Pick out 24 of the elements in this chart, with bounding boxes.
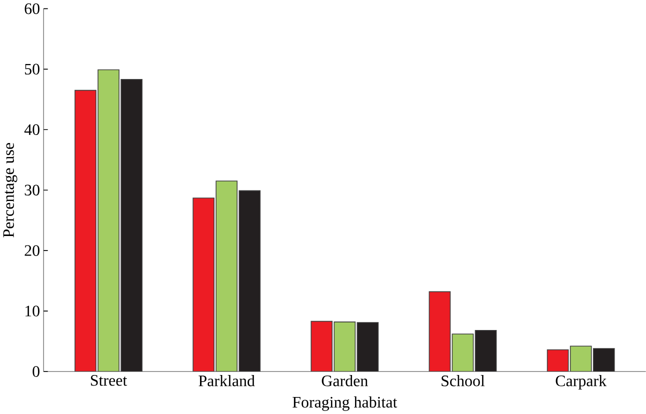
bar (238, 190, 261, 372)
y-tick-label: 0 (32, 366, 40, 377)
y-tick-label: 40 (24, 124, 40, 135)
x-tick-label: School (442, 374, 485, 386)
bar (120, 78, 142, 372)
y-tick-label: 50 (25, 64, 40, 74)
x-tick-label: Garden (322, 374, 368, 386)
bar (592, 348, 615, 372)
y-tick-label: 60 (24, 3, 40, 14)
bar (310, 320, 333, 372)
y-tick-label: 20 (24, 245, 40, 256)
y-tick-label: 10 (25, 306, 40, 316)
bar (74, 90, 96, 372)
bar (428, 291, 451, 372)
bar (546, 349, 569, 372)
bar (356, 322, 379, 372)
x-tick-label: Street (90, 374, 128, 386)
x-axis-title: Foraging habitat (292, 396, 398, 411)
x-tick-label: Carpark (556, 374, 607, 390)
y-axis-title: Percentage use (3, 142, 18, 238)
y-tick-label: 30 (24, 184, 40, 196)
x-tick-label: Parkland (198, 374, 255, 386)
bar (192, 197, 214, 372)
bar (474, 330, 497, 372)
